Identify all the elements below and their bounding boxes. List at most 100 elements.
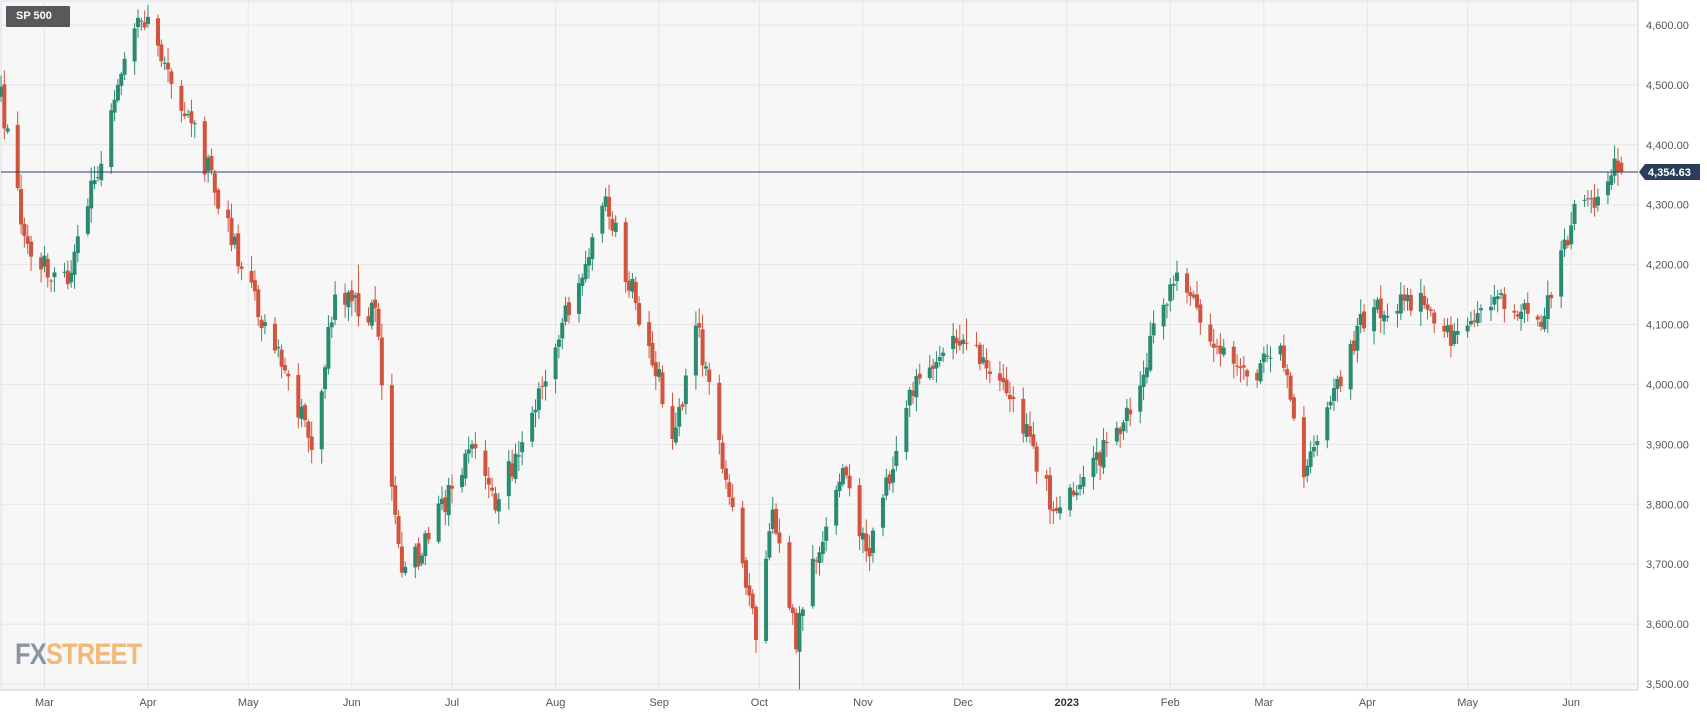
- candle-up: [560, 318, 565, 350]
- candle-body: [887, 474, 892, 484]
- candle-body: [1074, 492, 1079, 496]
- candle-up: [520, 431, 525, 466]
- candle-body: [45, 258, 50, 278]
- candle-body: [119, 73, 124, 86]
- candle-down: [566, 296, 571, 324]
- candle-down: [957, 324, 962, 351]
- candle-body: [473, 443, 478, 449]
- candle-down: [450, 474, 455, 504]
- candle-body: [179, 85, 184, 111]
- candle-body: [1024, 424, 1029, 437]
- candle-up: [1495, 289, 1500, 313]
- candle-body: [1582, 199, 1587, 201]
- candle-body: [1442, 326, 1447, 332]
- candle-body: [964, 342, 969, 344]
- candle-up: [299, 398, 304, 428]
- candle-down: [349, 280, 354, 316]
- candle-body: [673, 427, 678, 443]
- candle-body: [951, 335, 956, 350]
- candle-body: [787, 542, 792, 608]
- candle-up: [186, 109, 191, 118]
- candle-body: [323, 367, 328, 390]
- candle-body: [1071, 490, 1076, 496]
- candle-up: [5, 124, 10, 134]
- candle-up: [95, 166, 100, 182]
- candle-body: [1428, 309, 1433, 312]
- candle-body: [961, 339, 966, 344]
- candle-body: [860, 532, 865, 540]
- candle-body: [376, 308, 381, 337]
- candle-down: [1051, 501, 1056, 524]
- candle-body: [707, 369, 712, 382]
- candle-body: [1198, 304, 1203, 323]
- candle-down: [1098, 450, 1103, 481]
- candle-body: [1385, 316, 1390, 318]
- candle-body: [423, 533, 428, 557]
- candle-body: [470, 444, 475, 449]
- candle-body: [1291, 397, 1296, 419]
- candle-up: [1398, 282, 1403, 320]
- candle-up: [764, 550, 769, 644]
- candle-body: [1058, 507, 1063, 514]
- candle-down: [1338, 369, 1343, 393]
- candle-up: [62, 262, 67, 278]
- candle-body: [1425, 304, 1430, 310]
- candle-down: [296, 363, 301, 429]
- candle-body: [52, 272, 57, 278]
- candle-body: [820, 541, 825, 554]
- candle-body: [206, 157, 211, 172]
- candle-body: [1098, 452, 1103, 466]
- candle-up: [556, 334, 561, 359]
- candle-body: [864, 533, 869, 552]
- x-tick-label: Jul: [445, 697, 459, 709]
- candle-body: [627, 280, 632, 291]
- candle-body: [844, 467, 849, 476]
- candle-body: [907, 389, 912, 406]
- candle-up: [139, 17, 144, 31]
- candle-up: [820, 531, 825, 563]
- candle-body: [396, 516, 401, 545]
- candle-body: [1619, 162, 1624, 172]
- candle-body: [1007, 394, 1012, 400]
- candle-body: [670, 406, 675, 440]
- candle-body: [379, 337, 384, 386]
- candle-body: [1499, 293, 1504, 295]
- candle-down: [306, 419, 311, 453]
- candle-body: [142, 22, 147, 28]
- candle-body: [259, 319, 264, 329]
- candle-body: [586, 257, 591, 266]
- candle-down: [343, 283, 348, 318]
- candle-body: [490, 487, 495, 491]
- candle-down: [239, 261, 244, 281]
- candle-down: [25, 224, 30, 255]
- candle-up: [563, 296, 568, 326]
- candle-down: [754, 604, 759, 653]
- candle-up: [1385, 303, 1390, 322]
- candle-up: [115, 79, 120, 103]
- candle-down: [1378, 285, 1383, 334]
- candle-body: [1001, 377, 1006, 383]
- candle-body: [1335, 379, 1340, 389]
- candle-body: [159, 44, 164, 62]
- candle-body: [543, 381, 548, 387]
- candle-body: [1545, 295, 1550, 320]
- candle-body: [1609, 175, 1614, 185]
- candle-down: [286, 370, 291, 391]
- candle-body: [1542, 316, 1547, 330]
- candle-body: [1502, 294, 1507, 310]
- candle-body: [1495, 296, 1500, 300]
- candle-down: [1241, 356, 1246, 380]
- candle-body: [1268, 357, 1273, 359]
- y-tick-label: 3,800.00: [1646, 499, 1689, 511]
- candle-up: [1595, 188, 1600, 212]
- candle-body: [252, 280, 257, 292]
- candle-body: [1355, 325, 1360, 351]
- candle-body: [914, 376, 919, 398]
- candle-body: [1211, 343, 1216, 348]
- candle-up: [1078, 473, 1083, 496]
- x-tick-label: Sep: [649, 697, 669, 709]
- candle-up: [981, 344, 986, 365]
- candle-down: [490, 477, 495, 497]
- candle-up: [1114, 421, 1119, 446]
- candle-body: [607, 196, 612, 217]
